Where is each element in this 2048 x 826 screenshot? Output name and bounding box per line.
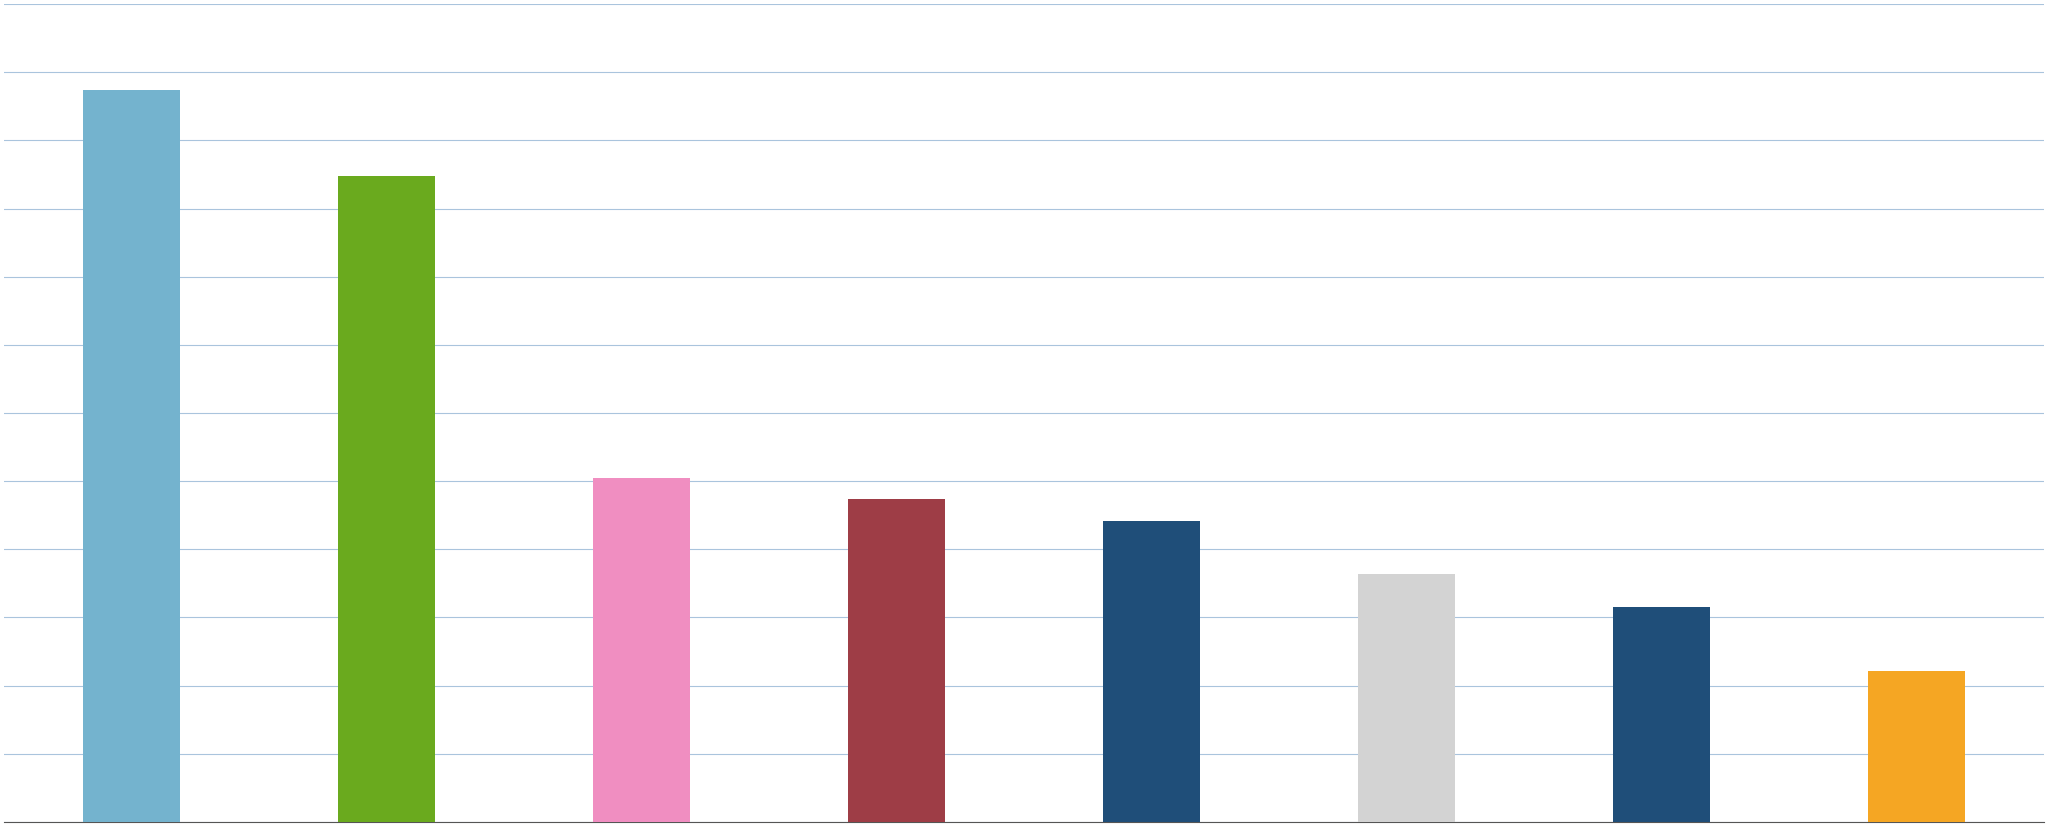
Bar bbox=[1868, 672, 1964, 822]
Bar bbox=[338, 176, 434, 822]
Bar bbox=[594, 477, 690, 822]
Bar bbox=[848, 499, 944, 822]
Bar bbox=[84, 90, 180, 822]
Bar bbox=[1104, 520, 1200, 822]
Bar bbox=[1614, 606, 1710, 822]
Bar bbox=[1358, 574, 1454, 822]
